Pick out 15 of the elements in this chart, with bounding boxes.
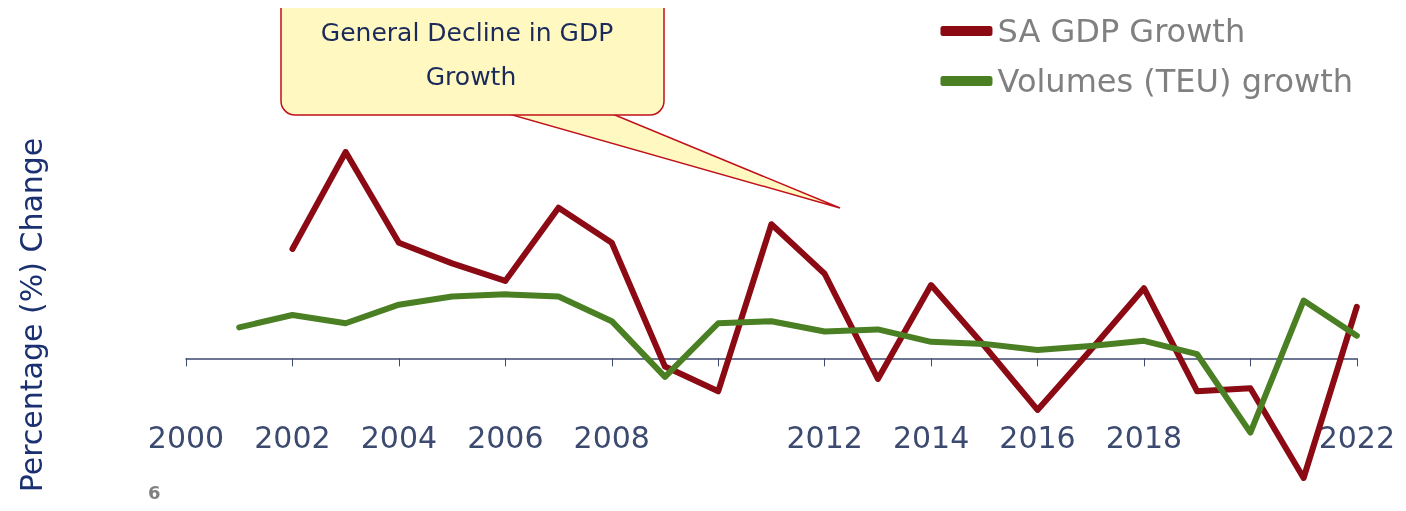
x-tick-label: 2022	[1318, 419, 1396, 455]
text: 6	[148, 481, 161, 503]
x-tick-label: 2016	[999, 419, 1076, 455]
x-tick-label: 2012	[786, 419, 863, 455]
x-tick-label: 2014	[892, 419, 970, 455]
x-tick-label: 2000	[147, 419, 225, 455]
legend-label: Volumes (TEU) growth	[997, 62, 1353, 100]
legend-label: SA GDP Growth	[997, 12, 1246, 50]
x-tick-label: 2008	[573, 419, 650, 455]
x-tick-label: 2002	[254, 419, 331, 455]
x-tick-label: 2004	[360, 419, 438, 455]
text: General Decline in GDP Growth	[320, 17, 622, 91]
y-axis-title: Percentage (%) Change	[13, 137, 49, 493]
x-tick-label: 2006	[467, 419, 544, 455]
x-tick-label: 2018	[1105, 419, 1183, 455]
